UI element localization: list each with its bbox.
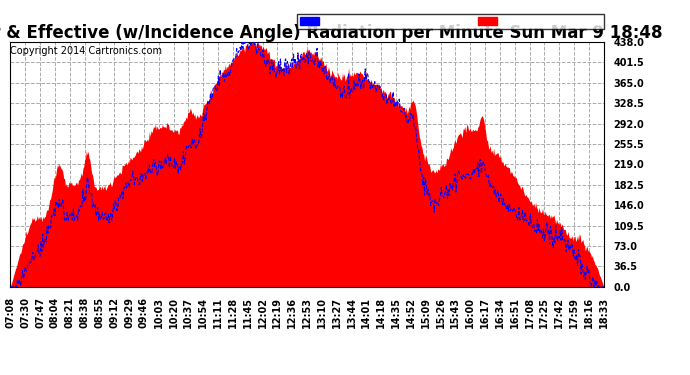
Title: Solar & Effective (w/Incidence Angle) Radiation per Minute Sun Mar 9 18:48: Solar & Effective (w/Incidence Angle) Ra… bbox=[0, 24, 662, 42]
Text: Copyright 2014 Cartronics.com: Copyright 2014 Cartronics.com bbox=[10, 46, 162, 56]
Legend: Radiation (Effective W/m2), Radiation (W/m2): Radiation (Effective W/m2), Radiation (W… bbox=[297, 14, 604, 29]
